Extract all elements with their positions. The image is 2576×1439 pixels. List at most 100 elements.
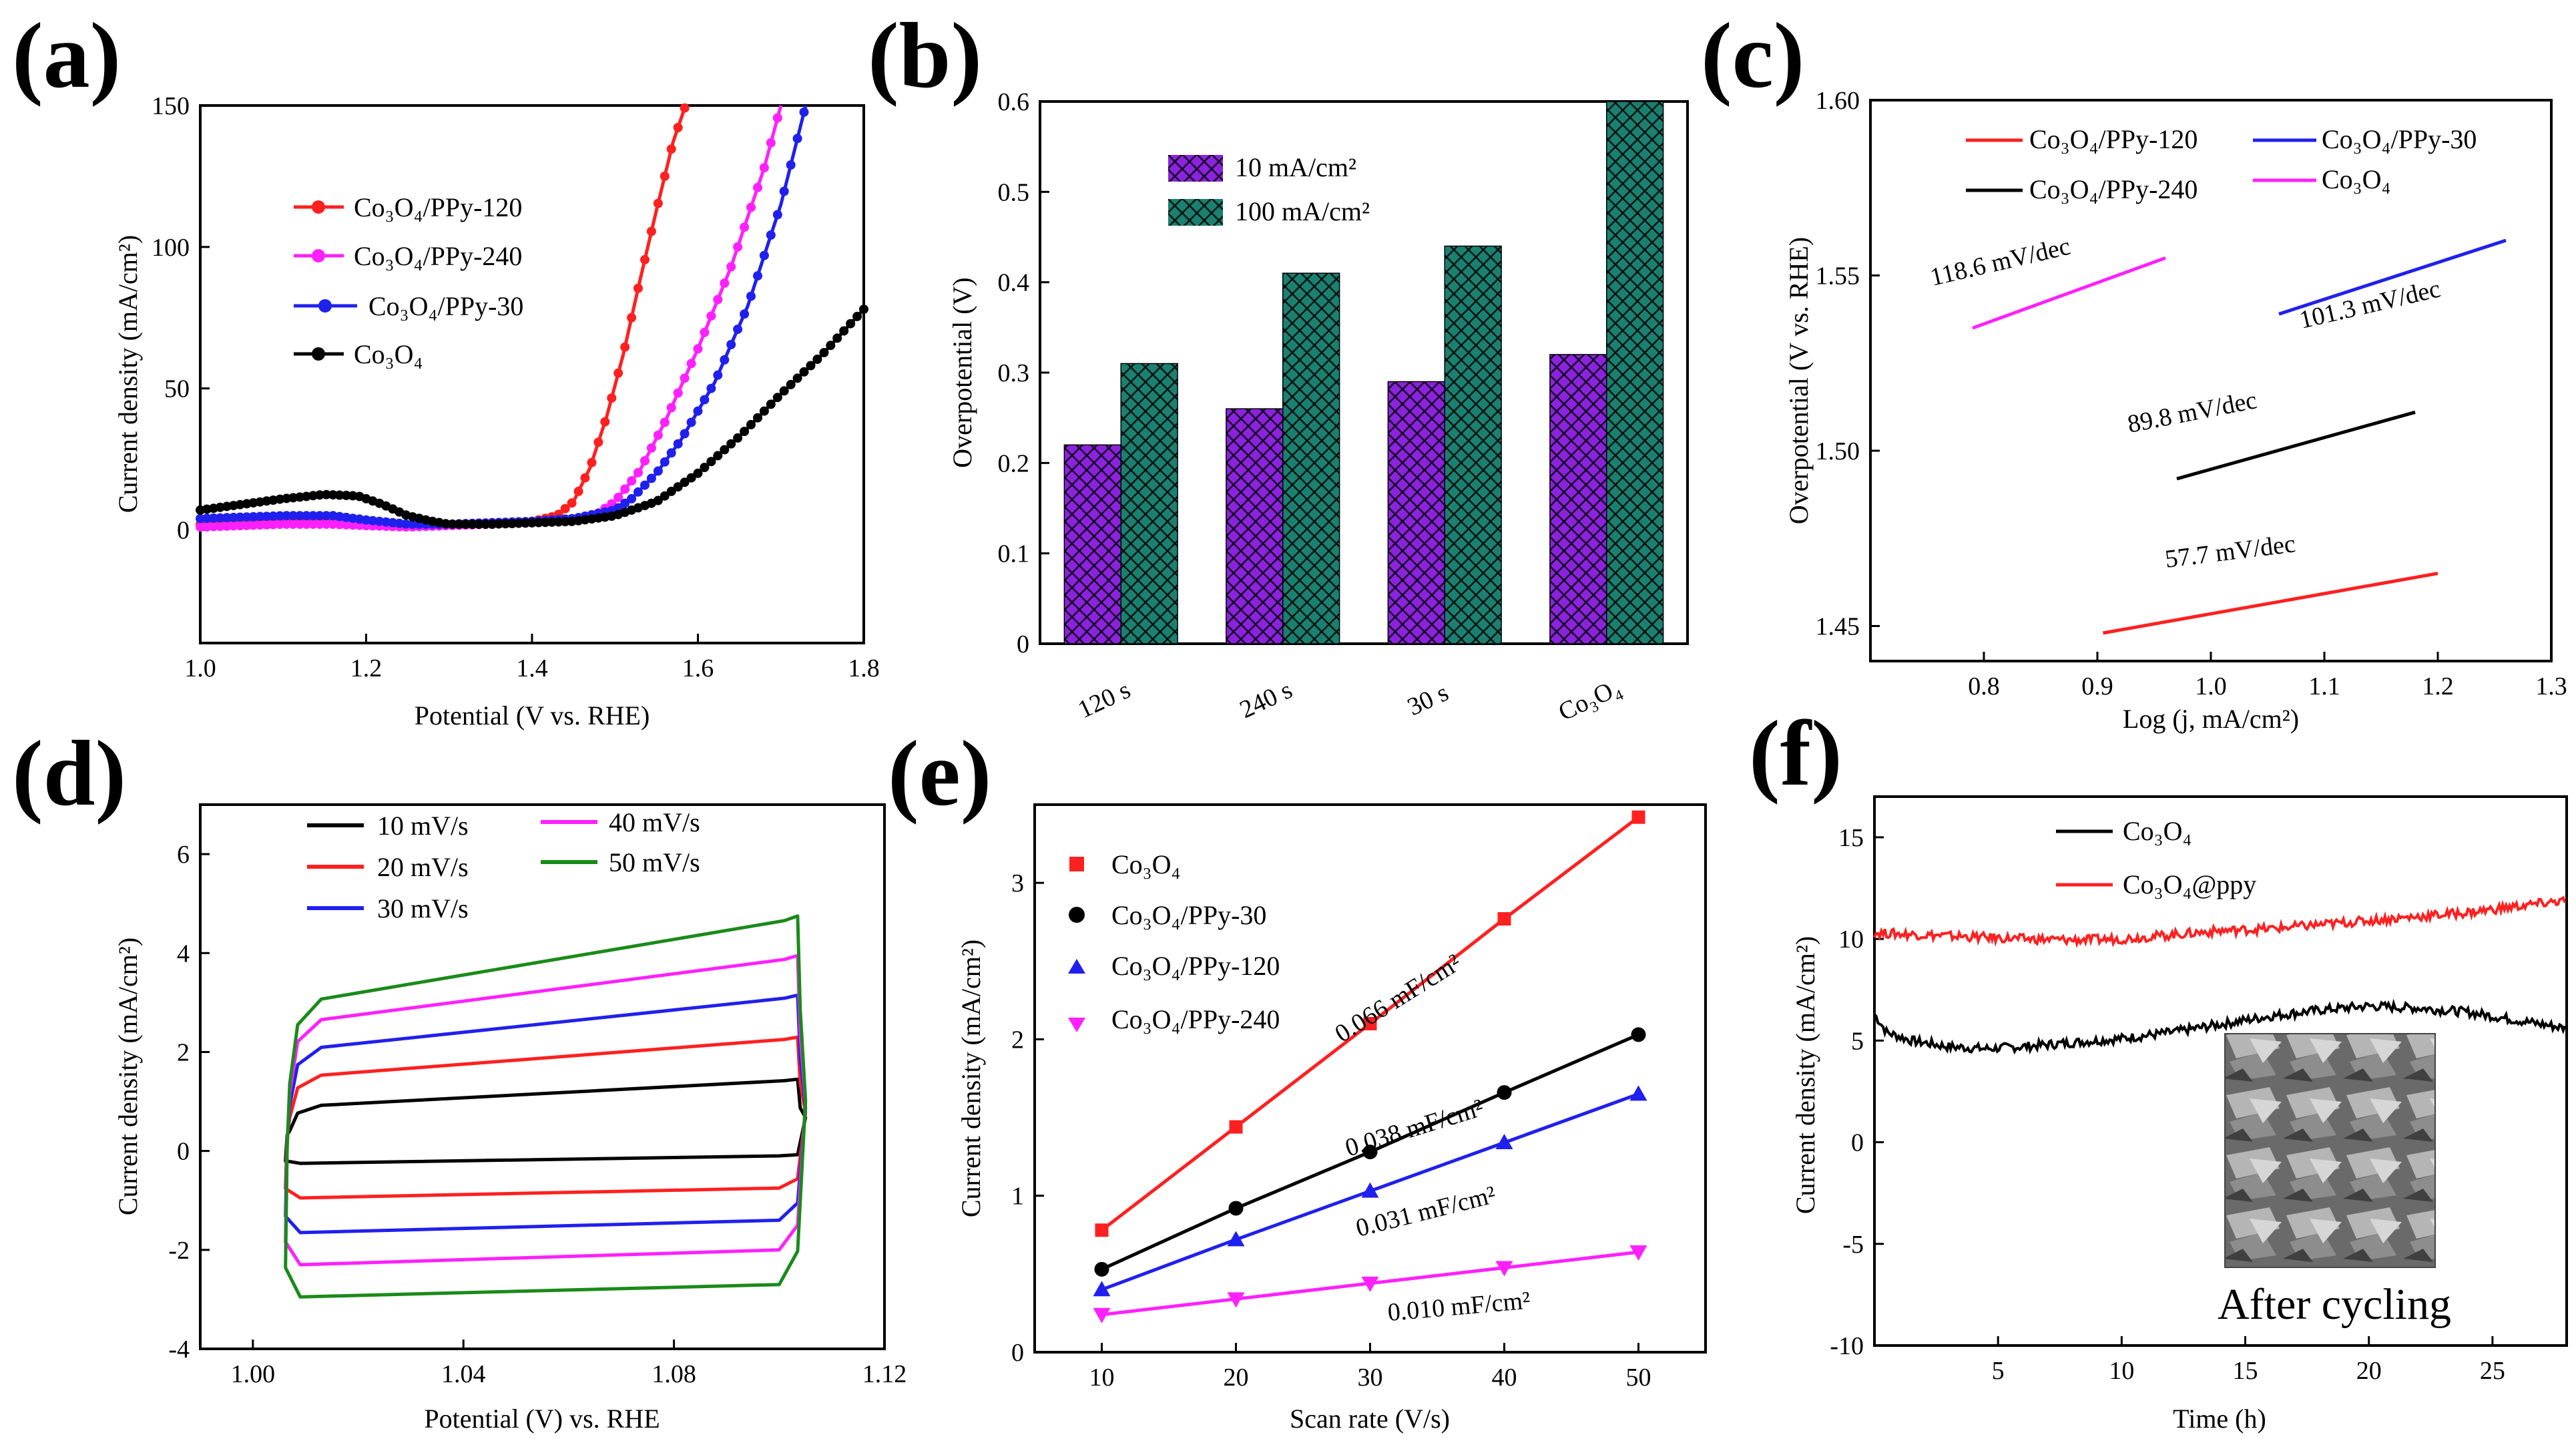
chart-d-series-3 (284, 954, 808, 1267)
chart-f: 5 10 15 20 25 -10 -5 0 5 10 15 Co₃O₄ Co₃O₄@ppy Aft… (1790, 795, 2568, 1434)
chart-a-ytick-0: 0 (177, 517, 190, 545)
chart-a-s2-pt-78 (713, 370, 723, 380)
chart-b-ytick-4: 0.4 (998, 269, 1030, 297)
chart-a-s3-pt-50 (527, 518, 537, 528)
chart-d-series-0 (284, 1077, 808, 1165)
chart-a-s2-pt-80 (726, 340, 736, 349)
chart-e-xlabel: Scan rate (V/s) (1290, 1404, 1450, 1434)
chart-a-s1-pt-73 (680, 373, 690, 383)
chart-f-xtick-1: 10 (2109, 1357, 2134, 1385)
chart-a-s3-pt-44 (487, 520, 497, 529)
chart-c-frame (1869, 99, 2553, 662)
chart-e-ytick-3: 3 (1011, 869, 1024, 897)
chart-a-s3-pt-79 (720, 445, 730, 455)
chart-e-s3-pt-0 (1093, 1307, 1111, 1323)
chart-a-s2-pt-75 (693, 406, 703, 416)
chart-a-s2-pt-2 (208, 513, 218, 523)
chart-a-s0-pt-71 (666, 144, 676, 154)
chart-b-bar-hatch-1-3 (1606, 101, 1664, 644)
chart-e-xtick-2: 30 (1358, 1364, 1383, 1392)
chart-d-ytick-5: 6 (177, 841, 190, 869)
chart-f-series-0 (1873, 998, 2567, 1055)
chart-a-s2-pt-67 (640, 480, 650, 490)
chart-a-ytick-3: 150 (152, 92, 190, 120)
chart-a-s0-pt-68 (646, 226, 656, 236)
chart-f-ytick-0: -10 (1830, 1332, 1864, 1360)
chart-a-s2-pt-91 (799, 107, 809, 117)
chart-a-series-3 (200, 308, 865, 526)
chart-a-ylabel: Current density (mA/cm²) (113, 235, 143, 513)
chart-d-ytick-1: -2 (168, 1237, 190, 1265)
chart-a-s1-pt-70 (660, 417, 670, 427)
chart-d-xtick-1: 1.04 (441, 1360, 486, 1388)
chart-c-xtick-5: 1.3 (2535, 672, 2567, 700)
chart-f-xtick-3: 20 (2356, 1357, 2382, 1385)
chart-a-s1-pt-84 (753, 182, 762, 192)
chart-a-s3-pt-87 (772, 393, 782, 403)
chart-a-s1-pt-71 (666, 403, 676, 413)
chart-a-s1-pt-87 (772, 113, 782, 123)
chart-a-s3-pt-54 (553, 517, 563, 527)
chart-b-bar-hatch-1-1 (1282, 272, 1340, 644)
chart-a-s0-pt-55 (560, 503, 570, 513)
chart-a-s3-pt-83 (746, 419, 756, 429)
chart-e-s2-pt-1 (1227, 1231, 1245, 1247)
chart-e-s1-pt-2 (1362, 1145, 1378, 1160)
chart-b-legend-1: 10 mA/cm² (1235, 152, 1356, 182)
chart-b-legend: 10 mA/cm² 100 mA/cm² (1168, 152, 1370, 226)
chart-a-s1-pt-67 (640, 456, 650, 466)
chart-a-s3-pt-78 (713, 451, 723, 461)
chart-a-s2-pt-73 (680, 429, 690, 439)
chart-c-slope-4: 118.6 mV/dec (1928, 232, 2073, 292)
chart-a-s3-pt-42 (474, 520, 484, 530)
chart-a-legend-2: Co₃O₄/PPy-240 (354, 241, 522, 271)
chart-a-s3-pt-95 (826, 341, 836, 351)
chart-a-s3-pt-90 (792, 373, 802, 383)
chart-a-s2-pt-72 (673, 439, 683, 449)
chart-a-s3-pt-96 (832, 333, 842, 343)
chart-a-s1-pt-86 (766, 138, 776, 148)
chart-c-xtick-3: 1.1 (2308, 672, 2340, 700)
chart-a-s3-pt-69 (653, 495, 663, 505)
chart-f-legend-2: Co₃O₄@ppy (2123, 869, 2256, 899)
chart-a-s1-pt-4 (222, 521, 232, 531)
chart-e-s0-pt-3 (1497, 912, 1511, 926)
chart-e-xtick-3: 40 (1492, 1364, 1517, 1392)
chart-a-s2-pt-82 (740, 309, 750, 319)
chart-a-s3-pt-20 (328, 490, 338, 500)
chart-b-bar-hatch-1-0 (1120, 363, 1178, 644)
chart-a-s2-pt-11 (268, 511, 278, 521)
chart-a-s2-pt-17 (308, 511, 318, 521)
chart-a-s1-pt-77 (706, 311, 716, 321)
chart-a-s3-pt-52 (540, 518, 550, 528)
chart-f-legend-1: Co₃O₄ (2123, 816, 2192, 846)
chart-a-xlabel: Potential (V vs. RHE) (415, 700, 650, 731)
chart-a-xtick-4: 1.8 (848, 654, 880, 682)
chart-b-xtick-3: Co₃O₄ (1554, 673, 1625, 727)
chart-c-series-3 (1972, 256, 2166, 330)
chart-a-s2-pt-86 (766, 230, 776, 240)
chart-a-s3-pt-40 (461, 520, 471, 530)
chart-a-s2-pt-84 (753, 271, 762, 281)
chart-a-s2-pt-18 (314, 511, 324, 521)
chart-a-s2-pt-90 (792, 134, 802, 144)
chart-b-ylabel: Overpotential (V) (947, 277, 977, 467)
chart-a-s0-pt-69 (653, 198, 663, 208)
chart-e-xtick-4: 50 (1626, 1364, 1651, 1392)
chart-f-xtick-2: 15 (2233, 1357, 2258, 1385)
chart-a-s2-pt-85 (759, 250, 769, 260)
chart-a-s0-pt-56 (567, 498, 577, 508)
chart-b-bar-hatch-0-3 (1549, 354, 1607, 644)
chart-a-s3-pt-19 (321, 489, 331, 499)
chart-d-xtick-0: 1.00 (231, 1360, 276, 1388)
chart-e-slope-1: 0.066 mF/cm² (1330, 949, 1467, 1048)
chart-a-s1-pt-65 (627, 476, 637, 486)
chart-d-ytick-4: 4 (177, 940, 190, 968)
chart-a-s2-pt-63 (613, 503, 623, 513)
chart-d-legend-5: 50 mV/s (609, 847, 700, 877)
chart-c-slope-3: 89.8 mV/dec (2125, 386, 2260, 439)
chart-a-s3-pt-98 (846, 319, 856, 329)
chart-a-s0-pt-62 (607, 393, 617, 403)
chart-d: 1.00 1.04 1.08 1.12 -4 -2 0 2 4 6 10 mV/s 20 mV/s… (113, 803, 907, 1434)
chart-a-s0-pt-57 (573, 486, 583, 496)
